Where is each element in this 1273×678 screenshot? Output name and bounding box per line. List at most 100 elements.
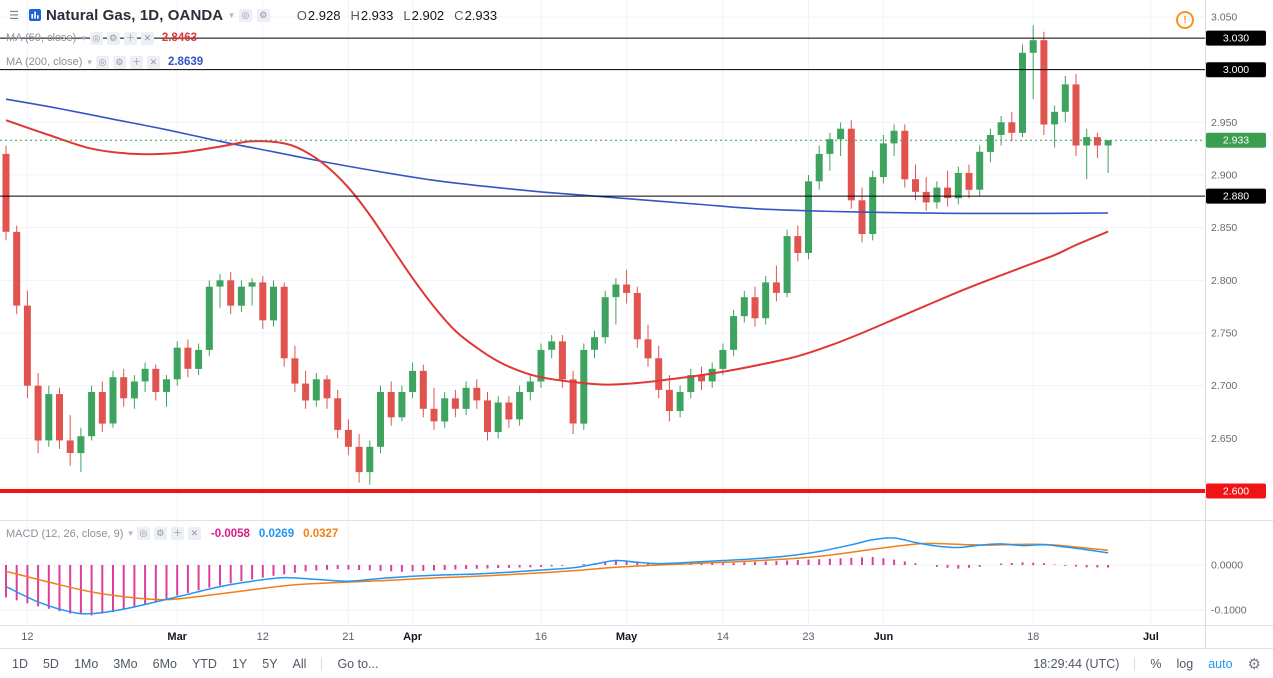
chevron-down-icon[interactable]: ▾ [87, 56, 92, 67]
price-chart[interactable]: 3.050 3.000 2.950 2.900 2.850 2.800 2.750 2.700… [0, 0, 1273, 648]
ma50-label: MA (50, close) [6, 32, 77, 44]
range-ytd[interactable]: YTD [191, 656, 217, 671]
eye-icon[interactable]: ◎ [238, 8, 252, 22]
chart-icon [29, 9, 41, 21]
open-value: 2.928 [307, 7, 341, 23]
chart-area: 3.050 3.000 2.950 2.900 2.850 2.800 2.750 2.700… [0, 0, 1273, 648]
macd-hist-value: -0.0058 [210, 527, 250, 540]
goto-button[interactable]: Go to... [337, 656, 379, 671]
ma50-row: MA (50, close) ▾ ◎ ⚙ ＋ ✕ 2.8463 [6, 26, 497, 50]
close-value: 2.933 [464, 7, 498, 23]
add-icon[interactable]: ＋ [129, 55, 143, 69]
gear-icon[interactable]: ⚙ [112, 55, 126, 69]
chevron-down-icon[interactable]: ▾ [81, 32, 86, 43]
svg-text:2.800: 2.800 [1211, 275, 1237, 287]
range-1y[interactable]: 1Y [231, 656, 248, 671]
svg-text:3.050: 3.050 [1211, 12, 1237, 24]
range-switcher: 1D 5D 1Mo 3Mo 6Mo YTD 1Y 5Y All Go to... [12, 656, 379, 671]
svg-text:2.933: 2.933 [1223, 135, 1249, 147]
chevron-down-icon[interactable]: ▾ [229, 9, 234, 20]
range-all[interactable]: All [292, 656, 307, 671]
svg-text:14: 14 [717, 631, 729, 643]
auto-scale-button[interactable]: auto [1208, 656, 1233, 671]
close-icon[interactable]: ✕ [140, 31, 154, 45]
macd-pane [5, 537, 1110, 616]
candles [2, 25, 1112, 485]
svg-text:3.000: 3.000 [1223, 64, 1249, 76]
symbol-title[interactable]: Natural Gas, 1D, OANDA [46, 6, 224, 24]
ohlc-readout: O 2.928 H 2.933 L 2.902 C 2.933 [297, 8, 497, 23]
range-5y[interactable]: 5Y [262, 656, 278, 671]
bottom-toolbar: 1D 5D 1Mo 3Mo 6Mo YTD 1Y 5Y All Go to...… [0, 648, 1273, 678]
svg-text:2.950: 2.950 [1211, 117, 1237, 129]
log-scale-button[interactable]: log [1176, 656, 1194, 671]
range-1d[interactable]: 1D [12, 656, 28, 671]
low-value: 2.902 [411, 7, 445, 23]
close-icon[interactable]: ✕ [146, 55, 160, 69]
svg-text:16: 16 [535, 631, 547, 643]
toolbar-right: 18:29:44 (UTC) % log auto ⚙ [1033, 655, 1261, 673]
svg-text:3.030: 3.030 [1223, 33, 1249, 45]
settings-gear-icon[interactable]: ⚙ [1247, 655, 1261, 673]
gear-icon[interactable]: ⚙ [153, 527, 167, 540]
toolbar-separator [1134, 656, 1136, 671]
svg-text:2.900: 2.900 [1211, 170, 1237, 182]
macd-row: MACD (12, 26, close, 9) ▾ ◎ ⚙ ＋ ✕ -0.005… [6, 527, 338, 540]
macd-values: -0.0058 0.0269 0.0327 [211, 528, 338, 540]
ma50-value: 2.8463 [161, 32, 198, 44]
svg-text:12: 12 [257, 631, 269, 643]
high-value: 2.933 [360, 7, 394, 23]
svg-text:Jul: Jul [1143, 631, 1159, 643]
macd-label: MACD (12, 26, close, 9) [6, 527, 124, 540]
svg-text:Apr: Apr [403, 631, 423, 643]
range-5d[interactable]: 5D [42, 656, 59, 671]
percent-scale-button[interactable]: % [1150, 656, 1162, 671]
svg-text:23: 23 [802, 631, 814, 643]
svg-text:2.650: 2.650 [1211, 433, 1237, 445]
svg-text:12: 12 [21, 631, 33, 643]
gear-icon[interactable]: ⚙ [256, 8, 270, 22]
eye-icon[interactable]: ◎ [136, 527, 150, 540]
macd-signal-value: 0.0327 [303, 527, 339, 540]
price-axis: 3.050 3.000 2.950 2.900 2.850 2.800 2.750 2.700… [1206, 12, 1266, 617]
eye-icon[interactable]: ◎ [95, 55, 109, 69]
svg-text:2.600: 2.600 [1223, 486, 1249, 498]
range-3mo[interactable]: 3Mo [113, 656, 138, 671]
toolbar-separator [321, 656, 323, 671]
open-label: O [296, 7, 307, 23]
ma200-label: MA (200, close) [6, 56, 83, 68]
ma200-value: 2.8639 [167, 56, 204, 68]
svg-text:0.0000: 0.0000 [1211, 560, 1243, 572]
svg-text:2.880: 2.880 [1223, 191, 1249, 203]
price-levels [0, 37, 1205, 493]
alert-icon[interactable]: ! [1176, 11, 1194, 29]
macd-line-value: 0.0269 [258, 527, 295, 540]
clock-utc: 18:29:44 (UTC) [1033, 656, 1120, 671]
range-1mo[interactable]: 1Mo [73, 656, 99, 671]
menu-icon[interactable]: ☰ [9, 9, 19, 22]
svg-text:2.750: 2.750 [1211, 328, 1237, 340]
add-icon[interactable]: ＋ [170, 527, 184, 540]
time-axis: 12 Mar 12 21 Apr 16 May 14 23 Jun 18 Jul [21, 631, 1159, 643]
svg-text:-0.1000: -0.1000 [1211, 605, 1247, 617]
svg-text:18: 18 [1027, 631, 1039, 643]
svg-text:May: May [616, 631, 638, 643]
ma200-row: MA (200, close) ▾ ◎ ⚙ ＋ ✕ 2.8639 [6, 50, 497, 74]
ma-lines [5, 98, 1109, 386]
close-label: C [454, 7, 464, 23]
svg-text:Mar: Mar [167, 631, 187, 643]
gear-icon[interactable]: ⚙ [106, 31, 120, 45]
high-label: H [350, 7, 360, 23]
close-icon[interactable]: ✕ [187, 527, 201, 540]
svg-text:Jun: Jun [874, 631, 894, 643]
svg-text:2.850: 2.850 [1211, 222, 1237, 234]
range-6mo[interactable]: 6Mo [152, 656, 177, 671]
add-icon[interactable]: ＋ [123, 31, 137, 45]
svg-text:2.700: 2.700 [1211, 380, 1237, 392]
chevron-down-icon[interactable]: ▾ [128, 528, 133, 538]
eye-icon[interactable]: ◎ [89, 31, 103, 45]
low-label: L [403, 7, 411, 23]
